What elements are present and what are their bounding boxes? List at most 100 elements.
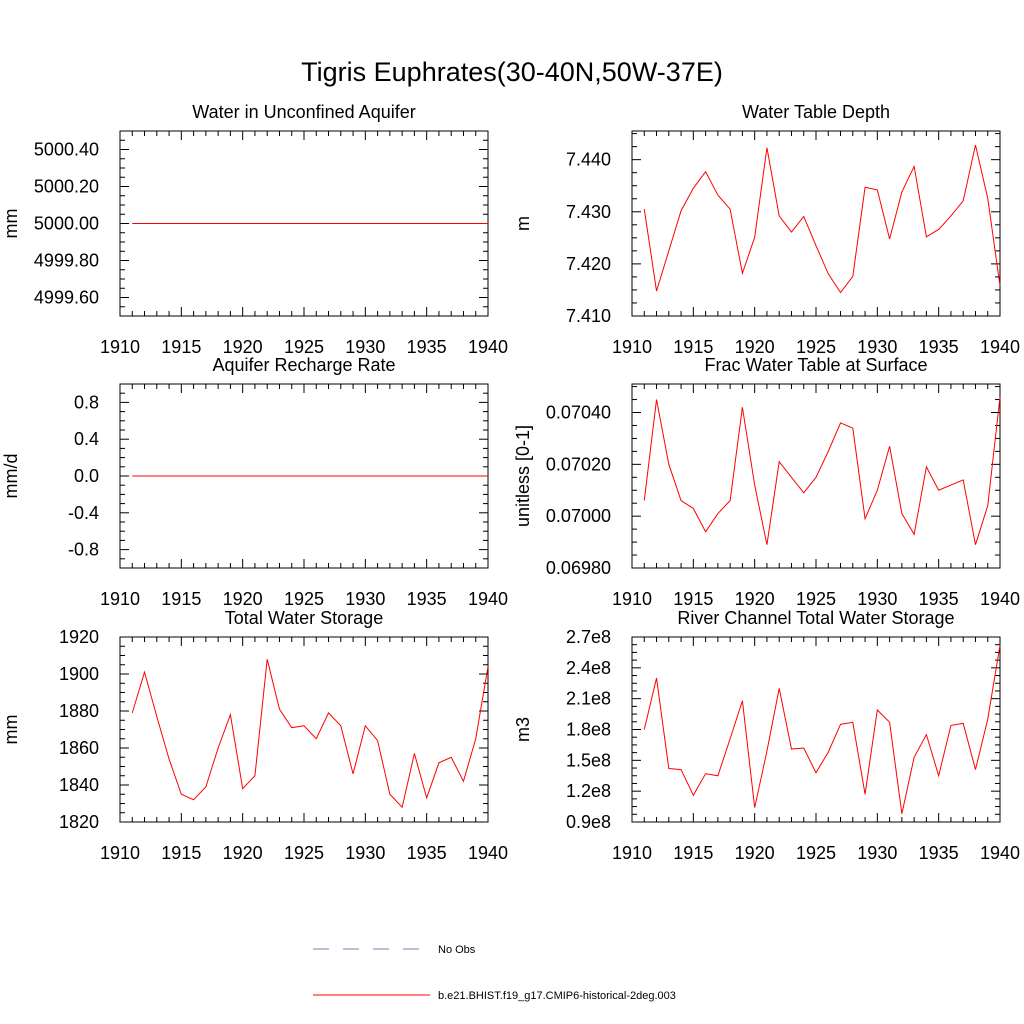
panel-title: River Channel Total Water Storage: [677, 608, 954, 628]
legend: No Obs b.e21.BHIST.f19_g17.CMIP6-histori…: [313, 944, 676, 1002]
y-tick-label: 1900: [59, 664, 99, 684]
x-tick-label: 1935: [407, 843, 447, 863]
x-tick-label: 1930: [857, 589, 897, 609]
figure-title: Tigris Euphrates(30-40N,50W-37E): [301, 57, 723, 87]
model-series-line: [643, 396, 1001, 545]
x-tick-label: 1925: [796, 589, 836, 609]
x-tick-label: 1910: [612, 337, 652, 357]
x-tick-label: 1920: [223, 337, 263, 357]
panel-title: Total Water Storage: [225, 608, 383, 628]
y-tick-label: 7.430: [566, 202, 611, 222]
y-tick-label: 2.4e8: [566, 658, 611, 678]
plot-frame: [119, 636, 489, 823]
y-tick-label: 1860: [59, 738, 99, 758]
x-tick-label: 1940: [980, 843, 1020, 863]
x-tick-label: 1920: [735, 589, 775, 609]
y-tick-label: 0.9e8: [566, 812, 611, 832]
y-tick-label: 7.410: [566, 306, 611, 326]
x-tick-label: 1935: [407, 337, 447, 357]
y-tick-label: 1880: [59, 701, 99, 721]
x-tick-label: 1915: [161, 337, 201, 357]
x-tick-label: 1915: [161, 843, 201, 863]
panel-5: Total Water Storage mm 1910 1915 1920 1925 193…: [1, 608, 508, 863]
x-tick-label: 1940: [980, 589, 1020, 609]
x-tick-label: 1940: [980, 337, 1020, 357]
y-tick-label: 0.06980: [546, 558, 611, 578]
x-tick-label: 1940: [468, 337, 508, 357]
x-tick-label: 1910: [100, 843, 140, 863]
y-tick-label: 0.0: [74, 466, 99, 486]
y-tick-label: 1.5e8: [566, 750, 611, 770]
panel-title: Water in Unconfined Aquifer: [192, 102, 415, 122]
x-tick-label: 1925: [796, 843, 836, 863]
x-tick-label: 1915: [673, 337, 713, 357]
plot-frame: [631, 636, 1001, 823]
y-tick-label: 2.7e8: [566, 627, 611, 647]
x-tick-label: 1910: [612, 589, 652, 609]
x-tick-label: 1925: [284, 337, 324, 357]
y-tick-label: 1.8e8: [566, 720, 611, 740]
y-tick-label: 0.07000: [546, 506, 611, 526]
x-tick-label: 1925: [284, 843, 324, 863]
y-axis-label: mm: [1, 209, 21, 239]
x-tick-label: 1920: [735, 843, 775, 863]
y-tick-label: 5000.40: [34, 140, 99, 160]
y-tick-label: 1920: [59, 627, 99, 647]
y-tick-label: 2.1e8: [566, 689, 611, 709]
model-series-line: [131, 659, 489, 809]
x-tick-label: 1935: [919, 843, 959, 863]
y-axis-label: mm/d: [1, 454, 21, 499]
plot-frame: [631, 383, 1001, 569]
y-tick-label: 1.2e8: [566, 781, 611, 801]
x-tick-label: 1930: [857, 337, 897, 357]
panel-2: Water Table Depth m 1910 1915 1920 1925 1930 19…: [513, 102, 1020, 357]
y-tick-label: 5000.20: [34, 177, 99, 197]
panels: Water in Unconfined Aquifer mm 1910 1915 192…: [1, 102, 1020, 863]
x-tick-label: 1915: [161, 589, 201, 609]
x-tick-label: 1915: [673, 843, 713, 863]
y-tick-label: 7.420: [566, 254, 611, 274]
x-tick-label: 1935: [919, 337, 959, 357]
x-tick-label: 1925: [284, 589, 324, 609]
panel-1: Water in Unconfined Aquifer mm 1910 1915 192…: [1, 102, 508, 357]
y-axis-label: m3: [513, 717, 533, 742]
y-tick-label: 4999.60: [34, 288, 99, 308]
legend-obs-label: No Obs: [438, 944, 476, 956]
x-tick-label: 1930: [345, 843, 385, 863]
x-tick-label: 1930: [345, 589, 385, 609]
panel-title: Aquifer Recharge Rate: [212, 355, 395, 375]
panel-title: Water Table Depth: [742, 102, 890, 122]
x-tick-label: 1940: [468, 589, 508, 609]
y-tick-label: 1820: [59, 812, 99, 832]
x-tick-label: 1935: [407, 589, 447, 609]
x-tick-label: 1940: [468, 843, 508, 863]
y-tick-label: -0.4: [68, 503, 99, 523]
panel-title: Frac Water Table at Surface: [704, 355, 927, 375]
x-tick-label: 1930: [857, 843, 897, 863]
y-axis-label: unitless [0-1]: [513, 425, 533, 527]
plot-frame: [631, 130, 1001, 317]
y-tick-label: 1840: [59, 775, 99, 795]
panel-3: Aquifer Recharge Rate mm/d 1910 1915 1920 192…: [1, 355, 508, 609]
y-tick-label: 4999.80: [34, 251, 99, 271]
y-axis-label: m: [513, 216, 533, 231]
x-tick-label: 1920: [223, 843, 263, 863]
y-tick-label: 0.07040: [546, 403, 611, 423]
x-tick-label: 1935: [919, 589, 959, 609]
x-tick-label: 1920: [735, 337, 775, 357]
y-tick-label: 7.440: [566, 150, 611, 170]
panel-6: River Channel Total Water Storage m3 1910 1…: [513, 608, 1020, 863]
model-series-line: [643, 645, 1001, 814]
x-tick-label: 1910: [612, 843, 652, 863]
y-tick-label: 0.8: [74, 392, 99, 412]
x-tick-label: 1915: [673, 589, 713, 609]
legend-model-label: b.e21.BHIST.f19_g17.CMIP6-historical-2de…: [438, 990, 676, 1002]
x-tick-label: 1930: [345, 337, 385, 357]
y-axis-label: mm: [1, 715, 21, 745]
x-tick-label: 1910: [100, 337, 140, 357]
panel-4: Frac Water Table at Surface unitless [0-1…: [513, 355, 1020, 609]
x-tick-label: 1920: [223, 589, 263, 609]
y-tick-label: 0.4: [74, 429, 99, 449]
x-tick-label: 1925: [796, 337, 836, 357]
